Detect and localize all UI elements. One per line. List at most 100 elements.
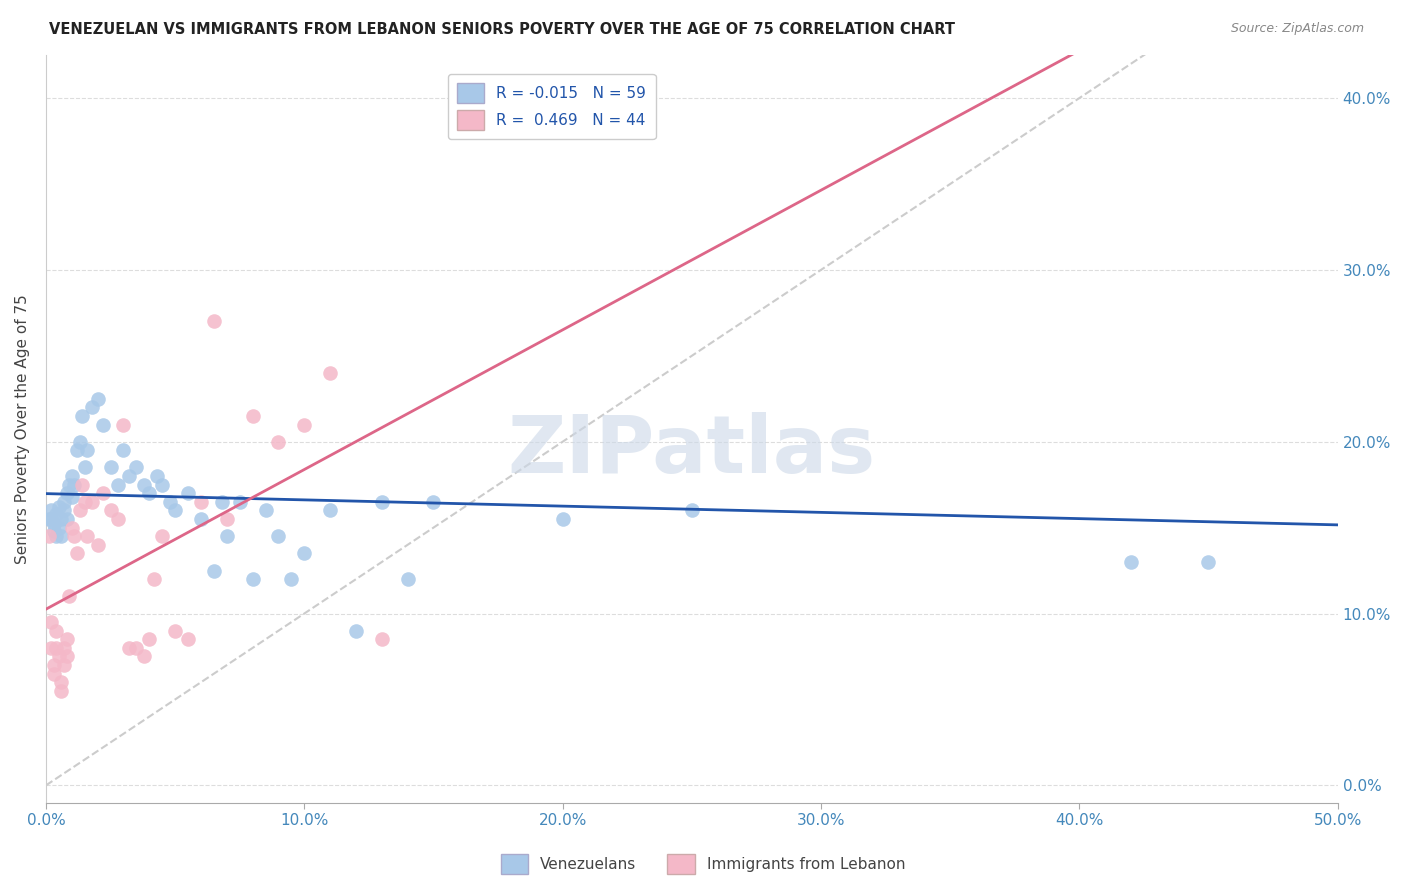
Point <box>60 469 83 483</box>
Point <box>267 434 290 449</box>
Point <box>143 572 166 586</box>
Point <box>319 366 342 380</box>
Point <box>66 546 89 560</box>
Point <box>125 460 148 475</box>
Point <box>76 443 98 458</box>
Point <box>45 507 67 521</box>
Point <box>215 529 238 543</box>
Point <box>292 417 315 432</box>
Point <box>319 503 342 517</box>
Point <box>125 640 148 655</box>
Point <box>38 512 60 526</box>
Point <box>280 572 302 586</box>
Point <box>202 314 225 328</box>
Y-axis label: Seniors Poverty Over the Age of 75: Seniors Poverty Over the Age of 75 <box>15 294 30 564</box>
Point <box>100 460 122 475</box>
Point <box>112 417 135 432</box>
Point <box>69 434 91 449</box>
Point <box>63 529 86 543</box>
Legend: R = -0.015   N = 59, R =  0.469   N = 44: R = -0.015 N = 59, R = 0.469 N = 44 <box>447 74 655 139</box>
Point <box>117 640 139 655</box>
Point <box>48 521 70 535</box>
Point <box>55 486 77 500</box>
Point <box>51 512 73 526</box>
Point <box>107 477 129 491</box>
Point <box>100 503 122 517</box>
Point <box>159 495 181 509</box>
Point <box>165 503 187 517</box>
Text: ZIPatlas: ZIPatlas <box>508 412 876 491</box>
Point <box>242 572 264 586</box>
Point <box>1119 555 1142 569</box>
Point <box>60 490 83 504</box>
Point <box>39 503 62 517</box>
Point <box>177 486 200 500</box>
Point <box>39 640 62 655</box>
Point <box>73 460 96 475</box>
Point <box>45 640 67 655</box>
Point <box>202 564 225 578</box>
Point <box>190 495 212 509</box>
Point <box>91 486 114 500</box>
Point <box>73 495 96 509</box>
Point <box>70 477 93 491</box>
Point <box>55 632 77 647</box>
Point <box>76 529 98 543</box>
Point <box>150 477 173 491</box>
Point <box>177 632 200 647</box>
Point <box>53 658 76 673</box>
Point <box>134 477 156 491</box>
Point <box>134 649 156 664</box>
Point <box>190 512 212 526</box>
Point <box>150 529 173 543</box>
Point <box>63 477 86 491</box>
Point <box>38 529 60 543</box>
Point <box>53 640 76 655</box>
Point <box>51 675 73 690</box>
Text: Source: ZipAtlas.com: Source: ZipAtlas.com <box>1230 22 1364 36</box>
Point <box>551 512 574 526</box>
Point <box>45 624 67 638</box>
Point <box>42 658 65 673</box>
Point <box>215 512 238 526</box>
Point <box>70 409 93 423</box>
Point <box>58 590 80 604</box>
Point <box>51 683 73 698</box>
Point <box>344 624 367 638</box>
Point <box>69 503 91 517</box>
Point <box>48 649 70 664</box>
Point <box>86 538 108 552</box>
Point <box>82 495 104 509</box>
Point <box>1198 555 1220 569</box>
Point <box>91 417 114 432</box>
Point <box>51 529 73 543</box>
Point <box>86 392 108 406</box>
Point <box>42 666 65 681</box>
Point <box>39 512 62 526</box>
Point <box>254 503 277 517</box>
Point <box>42 517 65 532</box>
Point <box>681 503 703 517</box>
Point <box>146 469 169 483</box>
Legend: Venezuelans, Immigrants from Lebanon: Venezuelans, Immigrants from Lebanon <box>495 848 911 880</box>
Text: VENEZUELAN VS IMMIGRANTS FROM LEBANON SENIORS POVERTY OVER THE AGE OF 75 CORRELA: VENEZUELAN VS IMMIGRANTS FROM LEBANON SE… <box>49 22 955 37</box>
Point <box>138 632 160 647</box>
Point <box>628 125 651 139</box>
Point <box>422 495 444 509</box>
Point <box>371 632 394 647</box>
Point <box>39 615 62 629</box>
Point <box>66 443 89 458</box>
Point <box>267 529 290 543</box>
Point <box>107 512 129 526</box>
Point <box>242 409 264 423</box>
Point <box>53 495 76 509</box>
Point <box>165 624 187 638</box>
Point <box>292 546 315 560</box>
Point <box>58 477 80 491</box>
Point <box>53 503 76 517</box>
Point <box>396 572 419 586</box>
Point <box>117 469 139 483</box>
Point <box>228 495 250 509</box>
Point <box>371 495 394 509</box>
Point <box>55 512 77 526</box>
